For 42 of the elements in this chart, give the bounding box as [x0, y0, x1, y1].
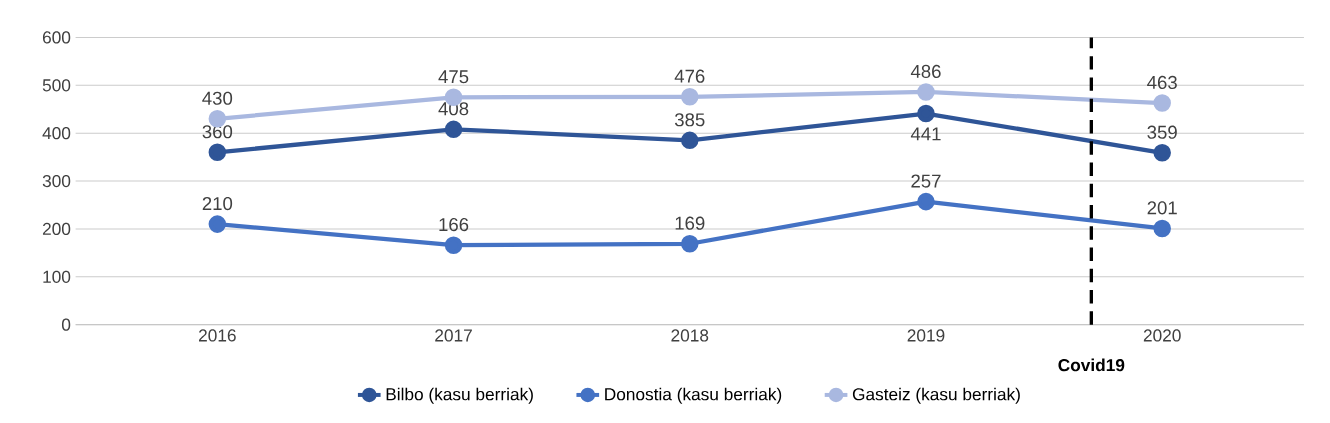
data-label: 486	[910, 64, 941, 79]
y-tick-label: 600	[42, 31, 71, 44]
point	[680, 88, 699, 106]
data-label: 463	[1147, 75, 1177, 90]
data-label: 441	[910, 127, 941, 141]
point	[917, 83, 935, 101]
y-tick-label: 0	[61, 318, 71, 331]
data-label: 359	[1147, 125, 1177, 139]
legend-label: Donostia (kasu berriak)	[605, 387, 782, 404]
data-label: 210	[202, 196, 233, 211]
point	[444, 236, 463, 254]
y-tick-label: 200	[42, 222, 71, 236]
data-label: 169	[675, 216, 705, 230]
data-label: 166	[439, 218, 469, 232]
point	[1153, 219, 1171, 238]
x-tick-label: 2020	[1143, 329, 1181, 342]
point	[1153, 94, 1171, 112]
legend-label: Gasteiz (kasu berriak)	[852, 387, 1020, 404]
y-tick-label: 400	[42, 127, 71, 140]
x-tick-label: 2019	[907, 329, 945, 342]
data-label: 475	[438, 70, 469, 84]
data-label: 385	[674, 113, 705, 127]
point	[208, 215, 227, 233]
y-tick-label: 500	[42, 79, 71, 92]
data-label: 476	[674, 69, 705, 83]
x-tick-label: 2016	[199, 329, 236, 342]
point	[680, 131, 699, 150]
point	[680, 235, 699, 253]
point	[1153, 144, 1171, 162]
x-tick-label: 2018	[671, 329, 709, 342]
point	[917, 104, 935, 123]
data-label: 257	[911, 174, 941, 188]
x-tick-label: 2017	[435, 329, 472, 342]
data-label: 430	[202, 91, 233, 105]
y-tick-label: 100	[43, 270, 71, 283]
legend-label: Bilbo (kasu berriak)	[386, 387, 533, 404]
y-tick-label: 300	[42, 174, 71, 188]
point	[444, 120, 463, 139]
data-label: 201	[1147, 201, 1177, 215]
point	[917, 192, 935, 211]
point	[208, 143, 227, 162]
ref-line-label: Covid19	[1058, 358, 1125, 372]
